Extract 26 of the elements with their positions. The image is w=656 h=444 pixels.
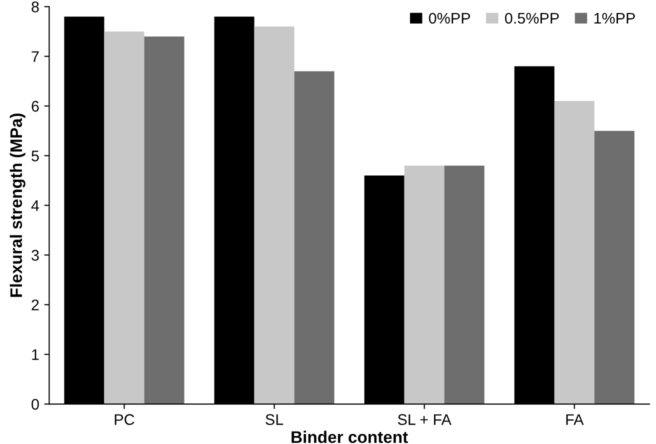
bar xyxy=(554,101,594,404)
bar xyxy=(104,31,144,404)
x-tick-label: FA xyxy=(566,414,584,425)
legend-label: 1%PP xyxy=(594,12,635,24)
legend-label: 0.5%PP xyxy=(505,12,559,24)
bar xyxy=(404,166,444,404)
y-axis-title: Flexural strength (MPa) xyxy=(10,114,26,297)
y-tick-label: 6 xyxy=(32,100,39,112)
y-tick-label: 0 xyxy=(32,398,39,410)
legend-label: 0%PP xyxy=(428,12,470,24)
x-axis-title: Binder content xyxy=(292,430,408,444)
x-tick-label: SL xyxy=(266,414,284,425)
bar xyxy=(254,26,294,404)
y-tick-label: 3 xyxy=(32,250,39,261)
y-tick-label: 2 xyxy=(32,300,39,310)
bar xyxy=(444,166,484,404)
y-tick-label: 1 xyxy=(32,349,39,360)
bar xyxy=(594,130,634,404)
y-tick-label: 7 xyxy=(32,51,39,62)
x-tick-label: PC xyxy=(114,414,134,425)
y-tick-label: 4 xyxy=(31,200,40,211)
y-tick-label: 8 xyxy=(32,2,39,12)
x-tick-label: SL + FA xyxy=(398,414,452,425)
y-tick-label: 5 xyxy=(32,150,39,162)
bar xyxy=(144,36,184,404)
bar xyxy=(294,71,334,404)
